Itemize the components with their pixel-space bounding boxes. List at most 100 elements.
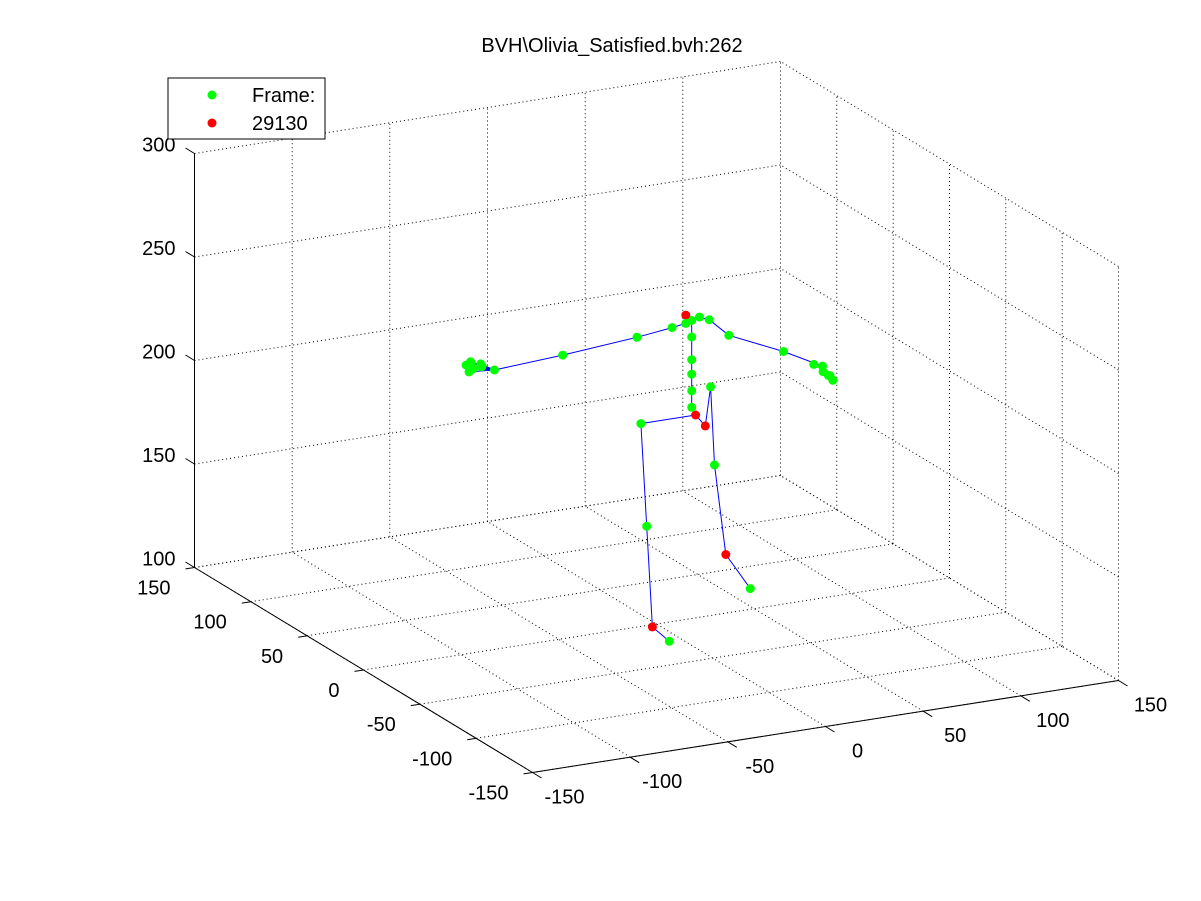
back-wall-grid-line [194,268,781,361]
bone-segment [640,423,648,527]
joint-point [642,521,652,531]
legend-marker-frame [207,90,217,100]
x-tick-mark [922,710,933,718]
joint-point [745,584,755,594]
z-tick-label: 300 [142,135,175,157]
y-tick-mark [241,601,251,604]
joint-point [687,386,697,396]
joint-point [704,315,714,325]
floor-grid-line [584,505,924,712]
bone-segment [562,336,638,356]
joint-point [724,330,734,340]
x-tick-label: 50 [944,725,966,747]
joint-point [695,312,704,322]
joint-point [464,367,474,377]
y-tick-label: -50 [367,714,396,736]
back-wall-grid-line [194,475,781,568]
y-tick-label: -100 [412,748,452,770]
joint-point [687,355,697,365]
y-tick-label: 100 [193,612,226,634]
z-tick-mark [185,354,195,361]
side-wall-grid-line [780,164,1119,371]
x-tick-label: 150 [1134,695,1167,717]
floor-grid-line [363,577,950,671]
y-tick-label: 0 [328,680,339,702]
joint-point [825,371,835,381]
joint-point [710,460,719,470]
joint-point [700,421,710,431]
joint-point [632,332,642,342]
z-tick-label: 150 [142,445,175,467]
y-tick-mark [298,635,308,638]
bone-segment [636,327,673,338]
bone-segment [640,414,696,425]
y-tick-mark [523,772,533,775]
floor-grid-line [682,490,1022,697]
joint-point [706,382,716,392]
bone-segment [646,526,653,627]
x-tick-label: 100 [1036,710,1069,732]
x-tick-label: -50 [745,756,774,778]
bone-segment [710,386,715,465]
joint-point [681,318,691,328]
x-tick-label: -150 [544,787,584,809]
y-tick-label: -150 [468,783,508,805]
z-tick-label: 250 [142,238,175,260]
joint-point [687,332,697,342]
z-tick-label: 200 [142,342,175,364]
bone-segment [494,354,563,371]
floor-grid-line [291,551,631,758]
bone-segment [728,334,784,352]
x-tick-label: 0 [852,741,863,763]
tick-labels: -150 -100 -50 0 50 100 150 -150 -100 -50 0 50 100 150… [137,135,1167,809]
joint-point [779,347,788,356]
bone-segment [704,386,712,426]
x-tick-mark [629,756,640,764]
legend-label-frame: Frame: [252,85,315,107]
legend-box [167,77,326,140]
z-tick-mark [185,251,195,258]
side-wall-grid-line [780,61,1119,267]
joint-point [558,350,568,360]
floor-grid-line [307,543,894,637]
y-tick-label: 50 [261,646,283,668]
x-tick-mark [1118,680,1128,687]
joint-point [691,410,701,420]
chart-title: BVH\Olivia_Satisfied.bvh:262 [481,35,742,57]
floor-grid-line [389,536,729,743]
floor-grid-line [476,645,1063,739]
z-tick-mark [185,561,195,568]
x-tick-mark [727,741,738,748]
legend-marker-number [207,118,217,128]
side-wall-grid-line [780,371,1119,578]
x-tick-label: -100 [642,771,682,793]
joint-point [636,419,646,429]
legend-label-number: 29130 [252,113,308,135]
bone-segment [714,464,727,555]
joint-point [809,359,819,369]
x-tick-mark [825,726,835,733]
legend: Frame: 29130 [167,77,326,140]
z-tick-label: 100 [142,549,175,571]
back-wall-grid-line [194,61,781,154]
joint-point [721,550,731,559]
joint-point [664,636,674,646]
joint-point [681,310,691,320]
grid-lines [194,61,1119,773]
skeleton-joints [461,310,838,646]
side-wall-grid-line [780,268,1119,474]
y-tick-mark [354,669,364,672]
joint-point [477,362,487,372]
floor-grid-line [419,611,1006,705]
joint-point [687,369,697,379]
joint-point [489,365,499,375]
joint-point [687,402,697,412]
y-tick-mark [410,703,420,707]
back-wall-grid-line [194,164,781,258]
y-tick-label: 150 [137,578,170,600]
joint-point [667,323,677,333]
floor-grid-line [250,509,837,603]
joint-point [647,622,657,632]
bone-segment [725,554,751,589]
